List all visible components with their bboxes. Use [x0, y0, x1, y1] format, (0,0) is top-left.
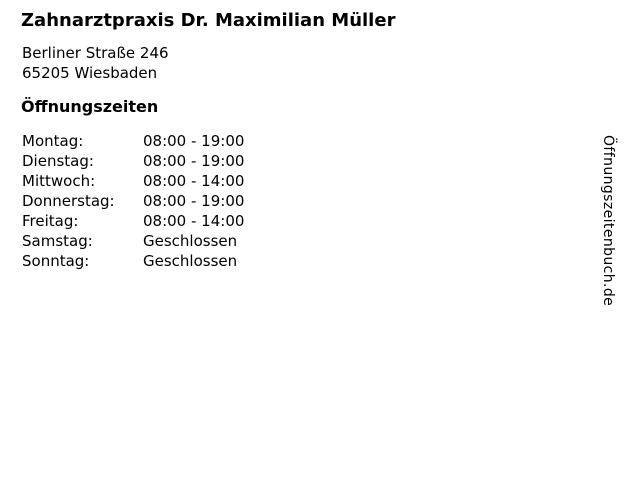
time-value: Geschlossen — [143, 232, 238, 250]
opening-hours-row: Montag: 08:00 - 19:00 — [22, 131, 244, 151]
opening-hours-row: Donnerstag: 08:00 - 19:00 — [22, 191, 244, 211]
opening-hours-row: Sonntag: Geschlossen — [22, 251, 244, 271]
day-label: Donnerstag: — [22, 192, 115, 210]
time-value: 08:00 - 19:00 — [143, 132, 245, 150]
opening-hours-row: Samstag: Geschlossen — [22, 231, 244, 251]
watermark-site-name: Öffnungszeitenbuch.de — [600, 135, 616, 307]
time-value: 08:00 - 14:00 — [143, 212, 245, 230]
time-value: 08:00 - 14:00 — [143, 172, 245, 190]
opening-hours-heading: Öffnungszeiten — [21, 97, 159, 116]
time-value: 08:00 - 19:00 — [143, 152, 245, 170]
time-value: Geschlossen — [143, 252, 238, 270]
opening-hours-row: Mittwoch: 08:00 - 14:00 — [22, 171, 244, 191]
day-label: Montag: — [22, 132, 84, 150]
opening-hours-row: Dienstag: 08:00 - 19:00 — [22, 151, 244, 171]
day-label: Samstag: — [22, 232, 93, 250]
opening-hours-row: Freitag: 08:00 - 14:00 — [22, 211, 244, 231]
page-title: Zahnarztpraxis Dr. Maximilian Müller — [21, 10, 396, 31]
opening-hours-table: Montag: 08:00 - 19:00 Dienstag: 08:00 - … — [22, 131, 244, 271]
address-block: Berliner Straße 246 65205 Wiesbaden — [22, 43, 169, 83]
day-label: Sonntag: — [22, 252, 90, 270]
address-city: 65205 Wiesbaden — [22, 64, 158, 82]
day-label: Mittwoch: — [22, 172, 96, 190]
address-street: Berliner Straße 246 — [22, 44, 169, 62]
time-value: 08:00 - 19:00 — [143, 192, 245, 210]
day-label: Freitag: — [22, 212, 79, 230]
day-label: Dienstag: — [22, 152, 94, 170]
